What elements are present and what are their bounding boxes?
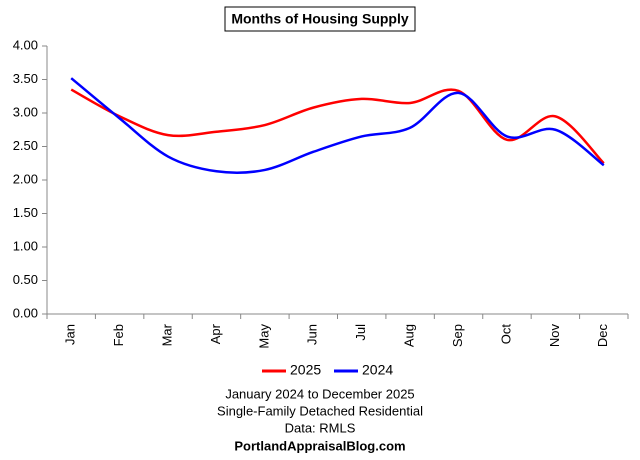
- y-tick-label: 3.00: [13, 104, 38, 119]
- line-series: [70, 77, 605, 174]
- x-tick-label: Dec: [595, 324, 610, 348]
- x-tick-label: Jan: [63, 324, 78, 345]
- x-tick-label: Feb: [111, 324, 126, 346]
- y-tick-label: 3.50: [13, 71, 38, 86]
- x-tick-label: Oct: [498, 324, 513, 345]
- x-tick-label: Sep: [450, 324, 465, 347]
- legend-label: 2024: [362, 362, 393, 378]
- note: PortlandAppraisalBlog.com: [234, 438, 405, 453]
- y-tick-label: 2.00: [13, 171, 38, 186]
- line-series: [70, 88, 605, 165]
- y-tick-label: 1.50: [13, 205, 38, 220]
- legend-label: 2025: [290, 362, 321, 378]
- y-tick-label: 2.50: [13, 138, 38, 153]
- y-tick-label: 4.00: [13, 37, 38, 52]
- chart-title: Months of Housing Supply: [231, 11, 409, 27]
- x-tick-label: Nov: [547, 324, 562, 348]
- y-tick-label: 0.00: [13, 305, 38, 320]
- x-tick-label: Jun: [305, 324, 320, 345]
- x-tick-label: Aug: [402, 324, 417, 347]
- note: Single-Family Detached Residential: [217, 403, 423, 418]
- y-tick-label: 1.00: [13, 238, 38, 253]
- y-tick-label: 0.50: [13, 272, 38, 287]
- note: January 2024 to December 2025: [225, 386, 414, 401]
- x-tick-label: May: [256, 324, 271, 349]
- note: Data: RMLS: [285, 420, 356, 435]
- title-box: [224, 6, 416, 32]
- x-tick-label: Mar: [159, 323, 174, 346]
- x-tick-label: Apr: [208, 323, 223, 344]
- x-tick-label: Jul: [353, 324, 368, 341]
